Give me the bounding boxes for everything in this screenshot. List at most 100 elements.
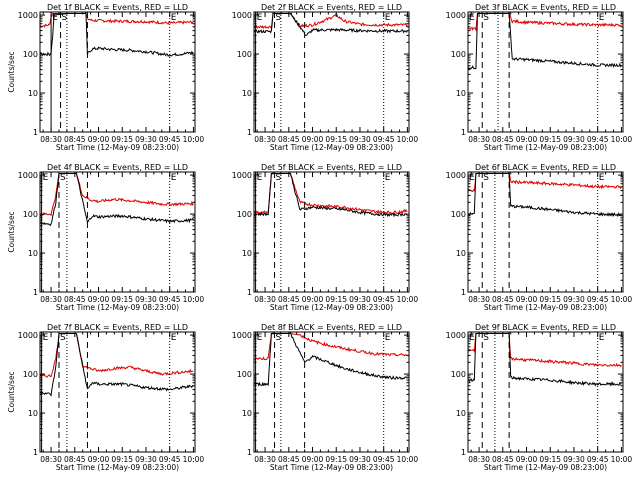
y-tick-label: 1000: [446, 171, 466, 180]
y-tick-label: 1000: [232, 171, 252, 180]
marker-label: E: [171, 173, 177, 183]
x-axis-label: Start Time (12-May-09 08:23:00): [56, 143, 179, 152]
marker-label: E: [43, 333, 49, 343]
x-tick-label: 08:45: [64, 295, 86, 304]
x-axis-label: Start Time (12-May-09 08:23:00): [270, 303, 393, 312]
series-line-events: [40, 12, 194, 57]
y-tick-label: 10: [28, 89, 38, 98]
x-tick-label: 09:30: [349, 135, 371, 144]
series-line-events: [468, 172, 622, 218]
x-tick-label: 09:45: [373, 455, 395, 464]
x-tick-label: 10:00: [611, 295, 633, 304]
x-tick-label: 09:00: [516, 295, 538, 304]
plot-frame: [467, 331, 624, 453]
marker-label: E: [257, 173, 263, 183]
x-tick-label: 09:00: [516, 455, 538, 464]
y-tick-label: 100: [237, 370, 252, 379]
series-group: [40, 172, 194, 227]
marker-label: E: [469, 13, 475, 23]
marker-label: S: [276, 333, 282, 343]
x-tick-label: 09:00: [88, 295, 110, 304]
marker-label: E: [599, 333, 605, 343]
y-axis-label: Counts/sec: [7, 371, 16, 412]
marker-label: S: [483, 173, 489, 183]
plot-frame: [39, 171, 196, 293]
y-tick-label: 1000: [232, 11, 252, 20]
x-tick-label: 09:00: [302, 295, 324, 304]
x-tick-label: 09:00: [302, 455, 324, 464]
x-tick-label: 09:30: [563, 135, 585, 144]
y-tick-label: 100: [451, 370, 466, 379]
series-group: [254, 332, 408, 387]
x-tick-label: 10:00: [397, 295, 419, 304]
x-tick-label: 08:45: [492, 455, 514, 464]
series-line-events: [254, 173, 408, 218]
x-tick-label: 09:15: [539, 135, 561, 144]
marker-label: E: [599, 13, 605, 23]
x-tick-label: 10:00: [611, 135, 633, 144]
y-tick-label: 1: [247, 448, 252, 457]
x-tick-label: 09:45: [159, 455, 181, 464]
x-tick-label: 08:30: [254, 455, 276, 464]
x-tick-label: 09:00: [88, 135, 110, 144]
marker-label: E: [469, 333, 475, 343]
series-group: [468, 332, 622, 387]
series-line-events: [468, 12, 622, 70]
plot-frame: [467, 171, 624, 293]
x-tick-label: 09:45: [373, 295, 395, 304]
y-tick-label: 10: [28, 249, 38, 258]
plot-frame: [253, 11, 410, 133]
x-tick-label: 10:00: [397, 135, 419, 144]
x-tick-label: 08:30: [40, 455, 62, 464]
x-tick-label: 09:30: [563, 295, 585, 304]
marker-label: E: [257, 13, 263, 23]
marker-label: S: [483, 333, 489, 343]
x-tick-label: 09:45: [373, 135, 395, 144]
marker-label: S: [60, 173, 66, 183]
x-axis-label: Start Time (12-May-09 08:23:00): [270, 463, 393, 472]
x-tick-label: 08:30: [254, 135, 276, 144]
x-tick-label: 08:45: [492, 135, 514, 144]
x-axis-label: Start Time (12-May-09 08:23:00): [56, 303, 179, 312]
panel-title: Det 9f BLACK = Events, RED = LLD: [475, 323, 616, 332]
x-tick-label: 09:45: [587, 295, 609, 304]
x-tick-label: 08:45: [492, 295, 514, 304]
series-group: [254, 172, 408, 218]
x-tick-label: 10:00: [611, 455, 633, 464]
x-tick-label: 08:30: [254, 295, 276, 304]
series-group: [40, 333, 194, 397]
y-tick-label: 10: [456, 89, 466, 98]
marker-label: E: [171, 13, 177, 23]
x-axis-label: Start Time (12-May-09 08:23:00): [484, 143, 607, 152]
y-tick-label: 100: [237, 50, 252, 59]
y-tick-label: 1000: [18, 171, 38, 180]
x-tick-label: 09:30: [135, 295, 157, 304]
x-tick-label: 08:30: [40, 135, 62, 144]
plot-frame: [467, 11, 624, 133]
x-tick-label: 09:45: [587, 135, 609, 144]
x-tick-label: 09:15: [325, 135, 347, 144]
series-group: [254, 12, 408, 36]
x-tick-label: 09:15: [539, 295, 561, 304]
y-tick-label: 10: [242, 249, 252, 258]
x-tick-label: 09:30: [135, 135, 157, 144]
panel-title: Det 7f BLACK = Events, RED = LLD: [47, 323, 188, 332]
y-tick-label: 1: [461, 128, 466, 137]
y-tick-label: 100: [451, 210, 466, 219]
y-axis-label: Counts/sec: [7, 51, 16, 92]
x-tick-label: 08:45: [278, 455, 300, 464]
x-tick-label: 10:00: [183, 455, 205, 464]
series-line-events: [468, 332, 622, 387]
y-tick-label: 1: [247, 128, 252, 137]
y-tick-label: 100: [23, 210, 38, 219]
plot-frame: [39, 331, 196, 453]
x-tick-label: 09:45: [587, 455, 609, 464]
